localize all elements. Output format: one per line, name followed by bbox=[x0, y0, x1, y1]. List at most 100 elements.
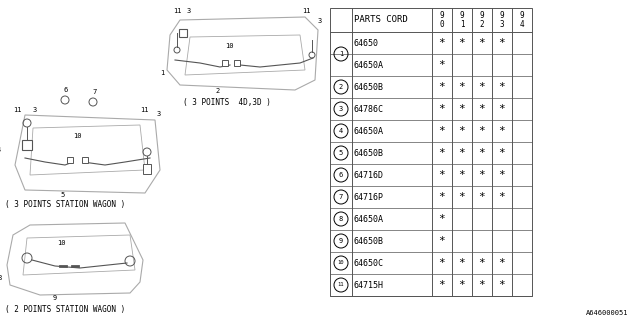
Text: *: * bbox=[479, 148, 485, 158]
Text: 11: 11 bbox=[302, 8, 310, 14]
Text: *: * bbox=[438, 38, 445, 48]
Text: *: * bbox=[459, 148, 465, 158]
Text: *: * bbox=[438, 60, 445, 70]
Text: 64650: 64650 bbox=[354, 38, 379, 47]
Text: *: * bbox=[499, 170, 506, 180]
Text: *: * bbox=[459, 38, 465, 48]
Text: 9: 9 bbox=[53, 295, 57, 301]
Text: *: * bbox=[438, 280, 445, 290]
Text: A646000051: A646000051 bbox=[586, 310, 628, 316]
Text: *: * bbox=[459, 104, 465, 114]
Text: 3: 3 bbox=[318, 18, 323, 24]
Text: *: * bbox=[479, 170, 485, 180]
Text: 4: 4 bbox=[520, 20, 524, 29]
Text: 11: 11 bbox=[173, 8, 182, 14]
Polygon shape bbox=[179, 29, 187, 37]
Text: ( 3 POINTS  4D,3D ): ( 3 POINTS 4D,3D ) bbox=[183, 98, 271, 107]
Text: *: * bbox=[479, 280, 485, 290]
Text: 7: 7 bbox=[339, 194, 343, 200]
Polygon shape bbox=[222, 60, 228, 66]
Polygon shape bbox=[22, 140, 32, 150]
Text: *: * bbox=[479, 126, 485, 136]
Text: *: * bbox=[459, 170, 465, 180]
Text: 64650A: 64650A bbox=[354, 126, 384, 135]
Text: 11: 11 bbox=[338, 283, 344, 287]
Text: *: * bbox=[499, 38, 506, 48]
Text: PARTS CORD: PARTS CORD bbox=[354, 15, 408, 25]
Text: *: * bbox=[438, 192, 445, 202]
Text: *: * bbox=[479, 258, 485, 268]
Text: 10: 10 bbox=[225, 43, 234, 49]
Text: *: * bbox=[459, 192, 465, 202]
Text: 3: 3 bbox=[33, 107, 37, 113]
Text: *: * bbox=[479, 192, 485, 202]
Text: 3: 3 bbox=[187, 8, 191, 14]
Text: *: * bbox=[459, 126, 465, 136]
Text: *: * bbox=[459, 82, 465, 92]
Text: *: * bbox=[438, 214, 445, 224]
Text: 10: 10 bbox=[57, 240, 65, 246]
Text: 11: 11 bbox=[140, 107, 148, 113]
Text: 9: 9 bbox=[520, 11, 524, 20]
Text: 9: 9 bbox=[339, 238, 343, 244]
Polygon shape bbox=[82, 157, 88, 163]
Text: *: * bbox=[499, 126, 506, 136]
Text: 10: 10 bbox=[338, 260, 344, 266]
Text: ( 3 POINTS STATION WAGON ): ( 3 POINTS STATION WAGON ) bbox=[5, 200, 125, 209]
Text: 5: 5 bbox=[60, 192, 64, 198]
Text: 4: 4 bbox=[339, 128, 343, 134]
Text: 3: 3 bbox=[339, 106, 343, 112]
Text: *: * bbox=[438, 148, 445, 158]
Text: 1: 1 bbox=[339, 51, 343, 57]
Text: 64786C: 64786C bbox=[354, 105, 384, 114]
Text: *: * bbox=[438, 236, 445, 246]
Text: 2: 2 bbox=[339, 84, 343, 90]
Text: *: * bbox=[479, 38, 485, 48]
Text: *: * bbox=[438, 126, 445, 136]
Text: 2: 2 bbox=[215, 88, 220, 94]
Text: *: * bbox=[438, 82, 445, 92]
Text: 8: 8 bbox=[339, 216, 343, 222]
Text: 8: 8 bbox=[0, 275, 1, 281]
Polygon shape bbox=[234, 60, 240, 66]
Text: *: * bbox=[499, 192, 506, 202]
Text: 9: 9 bbox=[440, 11, 444, 20]
Text: 9: 9 bbox=[480, 11, 484, 20]
Text: 7: 7 bbox=[92, 89, 96, 95]
Text: 64650B: 64650B bbox=[354, 236, 384, 245]
Text: *: * bbox=[479, 104, 485, 114]
Text: 64716D: 64716D bbox=[354, 171, 384, 180]
Text: *: * bbox=[438, 170, 445, 180]
Text: ( 2 POINTS STATION WAGON ): ( 2 POINTS STATION WAGON ) bbox=[5, 305, 125, 314]
Text: *: * bbox=[499, 104, 506, 114]
Text: 64650C: 64650C bbox=[354, 259, 384, 268]
Text: 6: 6 bbox=[339, 172, 343, 178]
Text: 64715H: 64715H bbox=[354, 281, 384, 290]
Text: 2: 2 bbox=[480, 20, 484, 29]
Text: 64650A: 64650A bbox=[354, 214, 384, 223]
Text: 64716P: 64716P bbox=[354, 193, 384, 202]
Text: *: * bbox=[459, 280, 465, 290]
Text: *: * bbox=[459, 258, 465, 268]
Text: *: * bbox=[499, 148, 506, 158]
Text: *: * bbox=[438, 258, 445, 268]
Text: 1: 1 bbox=[160, 70, 164, 76]
Text: 64650B: 64650B bbox=[354, 83, 384, 92]
Polygon shape bbox=[143, 164, 151, 174]
Text: 11: 11 bbox=[13, 107, 22, 113]
Text: 3: 3 bbox=[500, 20, 504, 29]
Text: *: * bbox=[499, 82, 506, 92]
Text: *: * bbox=[438, 104, 445, 114]
Polygon shape bbox=[67, 157, 73, 163]
Text: 10: 10 bbox=[73, 133, 81, 139]
Text: 0: 0 bbox=[440, 20, 444, 29]
Text: *: * bbox=[479, 82, 485, 92]
Text: 9: 9 bbox=[460, 11, 464, 20]
Text: 5: 5 bbox=[339, 150, 343, 156]
Text: 64650A: 64650A bbox=[354, 60, 384, 69]
Text: *: * bbox=[499, 280, 506, 290]
Text: 64650B: 64650B bbox=[354, 148, 384, 157]
Text: 4: 4 bbox=[0, 147, 1, 153]
Text: *: * bbox=[499, 258, 506, 268]
Text: 3: 3 bbox=[157, 111, 161, 117]
